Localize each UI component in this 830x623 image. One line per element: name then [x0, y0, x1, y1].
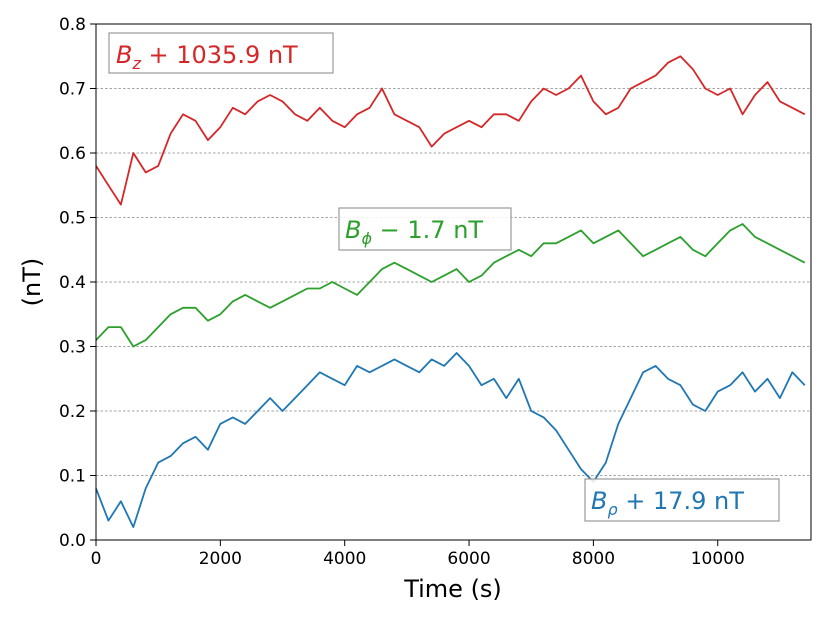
y-tick-label: 0.0 — [59, 531, 86, 551]
y-axis-label: (nT) — [18, 258, 46, 307]
label-box — [584, 478, 780, 522]
y-tick-label: 0.8 — [59, 15, 86, 35]
label-subscript: ρ — [607, 500, 617, 519]
label-offset: − 1.7 nT — [372, 216, 483, 244]
label-symbol: B — [591, 487, 607, 515]
y-tick-label: 0.2 — [59, 402, 86, 422]
series-line-bz — [95, 55, 806, 206]
label-subscript: z — [131, 54, 141, 73]
y-tick-label: 0.3 — [59, 338, 86, 358]
series-label-text: Bϕ − 1.7 nT — [345, 216, 483, 248]
label-bz: Bz + 1035.9 nT — [108, 32, 334, 74]
y-axis-ticks: 0.0 0.1 0.2 0.3 0.4 0.5 0.6 0.7 0.8 — [59, 15, 96, 551]
label-symbol: B — [345, 216, 361, 244]
label-brho: Bρ + 17.9 nT — [584, 478, 780, 522]
x-tick-label: 0 — [91, 549, 102, 569]
label-symbol: B — [116, 41, 132, 69]
y-tick-label: 0.4 — [59, 273, 86, 293]
x-tick-label: 8000 — [572, 549, 615, 569]
series-line-brho — [95, 352, 806, 528]
x-tick-label: 4000 — [323, 549, 366, 569]
label-subscript: ϕ — [361, 229, 372, 248]
series-label-text: Bρ + 17.9 nT — [591, 487, 744, 519]
label-box — [108, 32, 334, 74]
x-tick-label: 6000 — [447, 549, 490, 569]
x-tick-label: 2000 — [199, 549, 242, 569]
label-box — [338, 207, 512, 251]
series-line-bphi — [95, 223, 806, 348]
y-tick-label: 0.6 — [59, 144, 86, 164]
label-offset: + 1035.9 nT — [141, 41, 298, 69]
series-label-text: Bz + 1035.9 nT — [116, 41, 298, 73]
y-tick-label: 0.7 — [59, 80, 86, 100]
grid-lines — [96, 88, 811, 476]
series-lines — [95, 55, 806, 528]
y-tick-label: 0.1 — [59, 467, 86, 487]
y-tick-label: 0.5 — [59, 209, 86, 229]
x-tick-label: 10000 — [691, 549, 745, 569]
label-offset: + 17.9 nT — [618, 487, 745, 515]
x-axis-label: Time (s) — [403, 575, 502, 603]
label-bphi: Bϕ − 1.7 nT — [338, 207, 512, 251]
x-axis-ticks: 0 2000 4000 6000 8000 10000 — [91, 540, 745, 569]
